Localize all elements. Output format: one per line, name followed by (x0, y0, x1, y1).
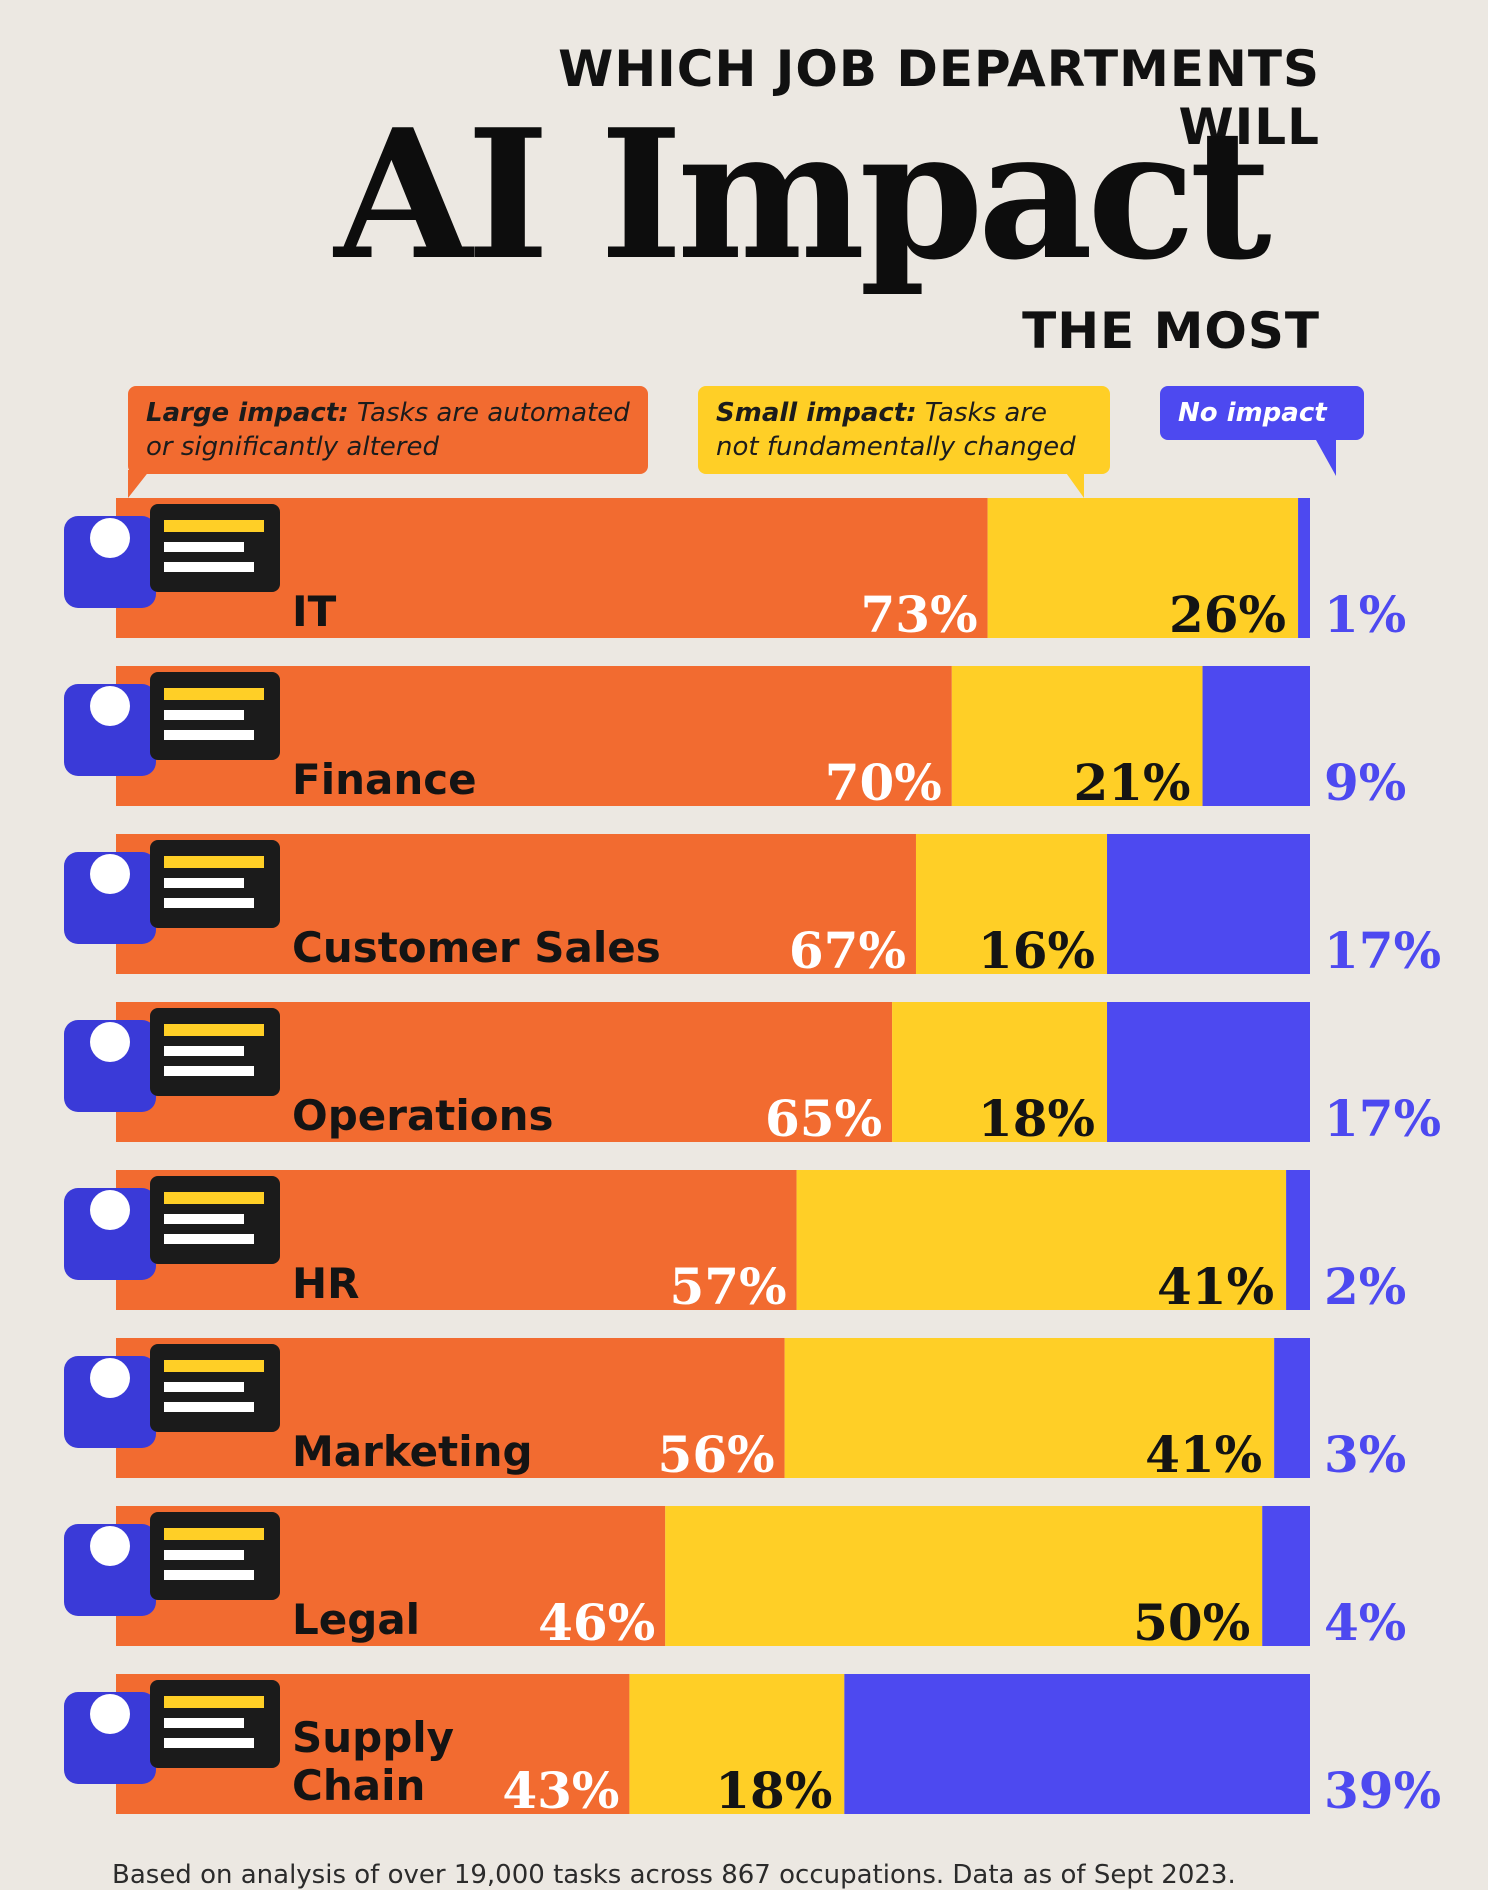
bar-hr-small (796, 1170, 1287, 1310)
category-label-hr: HR (292, 1259, 360, 1308)
value-label-customer-sales-small: 16% (978, 921, 1095, 980)
value-label-marketing-small: 41% (1145, 1425, 1262, 1484)
value-label-legal-large: 46% (538, 1593, 655, 1652)
bar-legal-none (1262, 1506, 1310, 1646)
value-label-finance-large: 70% (825, 753, 942, 812)
value-label-finance-small: 21% (1073, 753, 1190, 812)
chart-title-main: AI Impact (334, 90, 1271, 299)
value-label-hr-large: 57% (669, 1257, 786, 1316)
bar-operations-none (1107, 1002, 1310, 1142)
department-illustration-icon (64, 672, 280, 776)
value-label-operations-none: 17% (1324, 1089, 1441, 1148)
department-illustration-icon (64, 1008, 280, 1112)
value-label-finance-none: 9% (1324, 753, 1406, 812)
legend-none-tail (1316, 440, 1336, 476)
legend-large-tail (128, 470, 150, 498)
legend-no-impact: No impact (1160, 386, 1364, 440)
department-illustration-icon (64, 1512, 280, 1616)
category-label-supply-chain: Chain (292, 1761, 425, 1810)
legend-large-bold: Large impact: (146, 398, 349, 428)
value-label-marketing-large: 56% (658, 1425, 775, 1484)
value-label-customer-sales-none: 17% (1324, 921, 1441, 980)
category-label-marketing: Marketing (292, 1427, 533, 1476)
department-illustration-icon (64, 840, 280, 944)
legend-large-impact: Large impact: Tasks are automated or sig… (128, 386, 648, 474)
category-label-customer-sales: Customer Sales (292, 923, 661, 972)
footnote: Based on analysis of over 19,000 tasks a… (112, 1860, 1236, 1890)
legend-small-impact: Small impact: Tasks are not fundamentall… (698, 386, 1110, 474)
value-label-operations-small: 18% (978, 1089, 1095, 1148)
bar-it-none (1298, 498, 1310, 638)
bar-legal-small (665, 1506, 1263, 1646)
value-label-it-large: 73% (861, 585, 978, 644)
value-label-supply-chain-none: 39% (1324, 1761, 1441, 1820)
legend-small-bold: Small impact: (716, 398, 917, 428)
value-label-marketing-none: 3% (1324, 1425, 1406, 1484)
chart-title-top: WHICH JOB DEPARTMENTS WILL (558, 40, 1320, 156)
legend-none-text: No impact (1178, 398, 1327, 428)
category-label-it: IT (292, 587, 337, 636)
value-label-it-small: 26% (1169, 585, 1286, 644)
category-label-legal: Legal (292, 1595, 420, 1644)
legend-large-text: Tasks are automated or significantly alt… (146, 398, 630, 462)
legend-small-tail (1064, 470, 1084, 498)
value-label-supply-chain-small: 18% (715, 1761, 832, 1820)
bar-hr-none (1286, 1170, 1310, 1310)
bar-operations-small (892, 1002, 1108, 1142)
value-label-hr-none: 2% (1324, 1257, 1406, 1316)
value-label-customer-sales-large: 67% (789, 921, 906, 980)
legend-small-text: Tasks are not fundamentally changed (716, 398, 1076, 462)
bar-marketing-none (1274, 1338, 1310, 1478)
value-label-supply-chain-large: 43% (502, 1761, 619, 1820)
bar-finance-small (951, 666, 1203, 806)
bar-it-small (987, 498, 1299, 638)
bar-customer-sales-small (915, 834, 1108, 974)
bar-supply-chain-none (844, 1674, 1310, 1814)
bar-marketing-small (784, 1338, 1275, 1478)
department-illustration-icon (64, 1176, 280, 1280)
value-label-legal-small: 50% (1133, 1593, 1250, 1652)
value-label-it-none: 1% (1324, 585, 1406, 644)
category-label-supply-chain: Supply (292, 1713, 454, 1762)
department-illustration-icon (64, 504, 280, 608)
category-label-finance: Finance (292, 755, 477, 804)
chart-title-bottom: THE MOST (1022, 302, 1320, 360)
bar-customer-sales-none (1107, 834, 1310, 974)
value-label-legal-none: 4% (1324, 1593, 1406, 1652)
category-label-operations: Operations (292, 1091, 554, 1140)
value-label-operations-large: 65% (765, 1089, 882, 1148)
bar-supply-chain-small (629, 1674, 845, 1814)
bar-finance-none (1202, 666, 1310, 806)
department-illustration-icon (64, 1344, 280, 1448)
value-label-hr-small: 41% (1157, 1257, 1274, 1316)
department-illustration-icon (64, 1680, 280, 1784)
